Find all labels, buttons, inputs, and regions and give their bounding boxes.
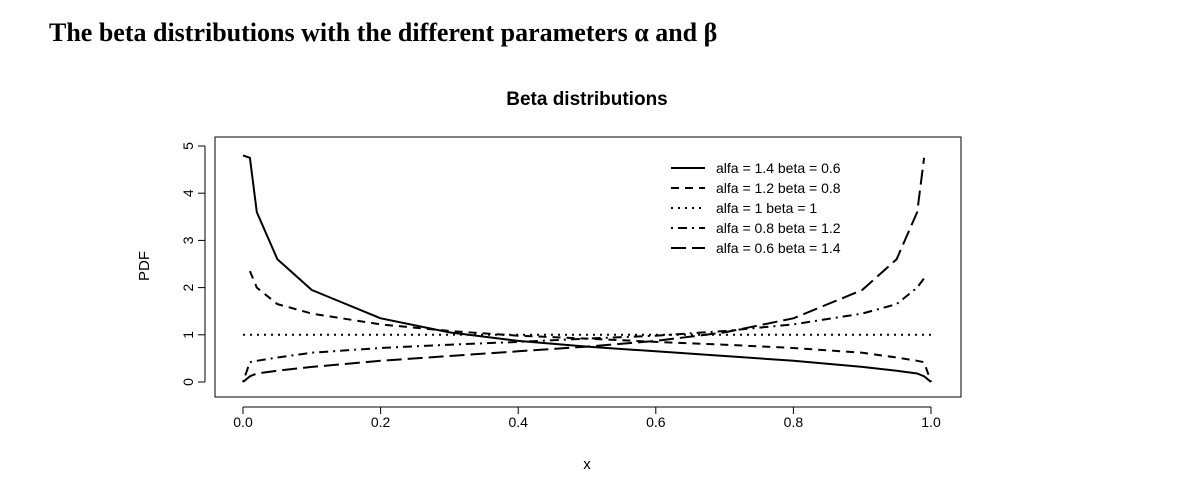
- x-tick-label: 0.4: [508, 414, 528, 430]
- page-heading: The beta distributions with the differen…: [49, 18, 718, 47]
- y-tick-label: 5: [180, 142, 196, 150]
- y-tick-label: 3: [180, 236, 196, 244]
- x-tick-label: 0.8: [784, 414, 804, 430]
- y-axis: 0 1 2 3 4 5: [180, 142, 206, 386]
- chart-title: Beta distributions: [506, 89, 668, 110]
- y-tick-label: 1: [180, 331, 196, 339]
- legend-label: alfa = 1 beta = 1: [716, 200, 817, 216]
- legend-label: alfa = 1.2 beta = 0.8: [716, 180, 841, 196]
- legend: alfa = 1.4 beta = 0.6 alfa = 1.2 beta = 0…: [671, 160, 841, 256]
- series-line-4: [242, 277, 925, 383]
- y-tick-label: 0: [180, 378, 196, 386]
- series-line-2: [248, 270, 932, 383]
- x-axis-label: x: [583, 456, 591, 473]
- plot-frame: [214, 136, 962, 398]
- legend-label: alfa = 0.6 beta = 1.4: [716, 240, 841, 256]
- legend-label: alfa = 1.4 beta = 0.6: [716, 160, 841, 176]
- x-tick-label: 0.0: [233, 414, 253, 430]
- series-layer: [242, 154, 932, 383]
- x-tick-label: 0.2: [371, 414, 391, 430]
- x-axis: 0.0 0.2 0.4 0.6 0.8 1.0: [233, 406, 941, 430]
- y-tick-label: 4: [180, 189, 196, 197]
- series-line-5: [242, 157, 926, 383]
- y-tick-label: 2: [180, 283, 196, 291]
- y-axis-label: PDF: [136, 251, 153, 281]
- x-tick-label: 0.6: [646, 414, 666, 430]
- x-tick-label: 1.0: [921, 414, 941, 430]
- legend-label: alfa = 0.8 beta = 1.2: [716, 220, 841, 236]
